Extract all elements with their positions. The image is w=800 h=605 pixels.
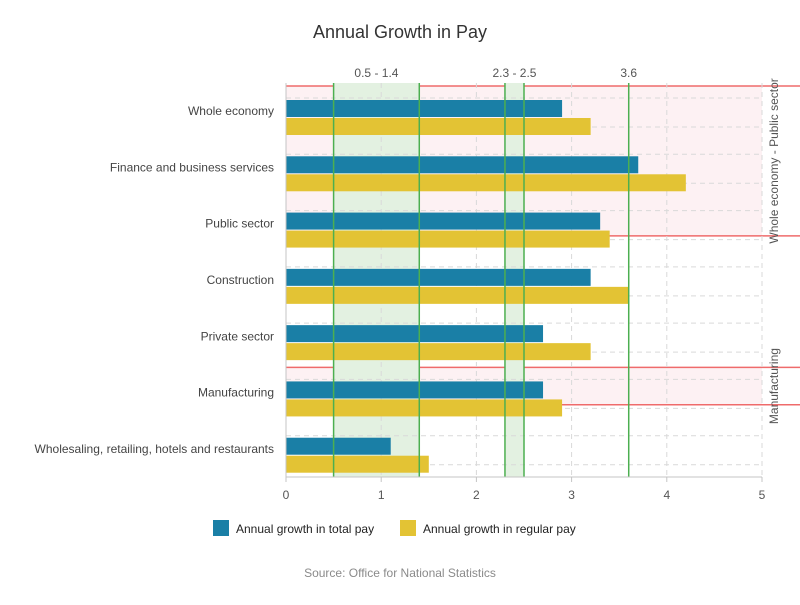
bar-annual-growth-in-regular-pay-wholesaling-retailing-hotels-and-restaurants <box>286 455 429 473</box>
y-tick-label-construction: Construction <box>207 273 274 287</box>
legend-swatch <box>400 520 416 536</box>
bar-annual-growth-in-total-pay-public-sector <box>286 212 601 230</box>
legend-label: Annual growth in regular pay <box>423 522 576 536</box>
value-line-label: 3.6 <box>620 66 637 80</box>
y-tick-label-public-sector: Public sector <box>205 217 274 231</box>
category-band-label: Whole economy - Public sector <box>767 78 781 243</box>
value-band-label: 0.5 - 1.4 <box>354 66 398 80</box>
y-tick-label-private-sector: Private sector <box>201 329 274 343</box>
bar-annual-growth-in-total-pay-finance-and-business-services <box>286 156 639 174</box>
bar-annual-growth-in-regular-pay-private-sector <box>286 343 591 361</box>
x-tick-label: 1 <box>378 488 385 502</box>
bar-annual-growth-in-regular-pay-whole-economy <box>286 118 591 135</box>
x-tick-label: 4 <box>663 488 670 502</box>
legend-swatch <box>213 520 229 536</box>
x-tick-label: 2 <box>473 488 480 502</box>
y-tick-label-finance-and-business-services: Finance and business services <box>110 160 274 174</box>
y-tick-label-whole-economy: Whole economy <box>188 104 274 118</box>
bar-annual-growth-in-regular-pay-manufacturing <box>286 399 563 417</box>
value-band-label: 2.3 - 2.5 <box>492 66 536 80</box>
legend-item-annual-growth-in-total-pay[interactable]: Annual growth in total pay <box>213 520 374 536</box>
source-note: Source: Office for National Statistics <box>304 566 496 580</box>
bar-annual-growth-in-total-pay-wholesaling-retailing-hotels-and-restaurants <box>286 437 391 455</box>
x-tick-label: 3 <box>568 488 575 502</box>
legend-label: Annual growth in total pay <box>236 522 374 536</box>
y-tick-label-manufacturing: Manufacturing <box>198 386 274 400</box>
bar-annual-growth-in-total-pay-construction <box>286 268 591 286</box>
legend[interactable]: Annual growth in total pay Annual growth … <box>213 520 576 536</box>
axes: 0 1 2 3 4 5 Whole economy Finance and business … <box>35 83 766 502</box>
bar-annual-growth-in-total-pay-whole-economy <box>286 100 563 117</box>
category-band-label: Manufacturing <box>767 348 781 424</box>
bar-annual-growth-in-regular-pay-public-sector <box>286 230 610 248</box>
bars <box>286 100 686 473</box>
x-tick-label: 5 <box>759 488 766 502</box>
y-tick-label-wholesaling-retailing-hotels-and-restaurants: Wholesaling, retailing, hotels and resta… <box>35 442 274 456</box>
value-lines: 0.5 - 1.4 2.3 - 2.5 3.6 <box>332 66 637 477</box>
chart-title: Annual Growth in Pay <box>313 22 487 42</box>
bar-annual-growth-in-total-pay-private-sector <box>286 325 544 343</box>
bar-annual-growth-in-regular-pay-finance-and-business-services <box>286 174 686 192</box>
bar-annual-growth-in-regular-pay-construction <box>286 286 629 304</box>
legend-item-annual-growth-in-regular-pay[interactable]: Annual growth in regular pay <box>400 520 576 536</box>
x-tick-label: 0 <box>283 488 290 502</box>
bar-annual-growth-in-total-pay-manufacturing <box>286 381 544 399</box>
